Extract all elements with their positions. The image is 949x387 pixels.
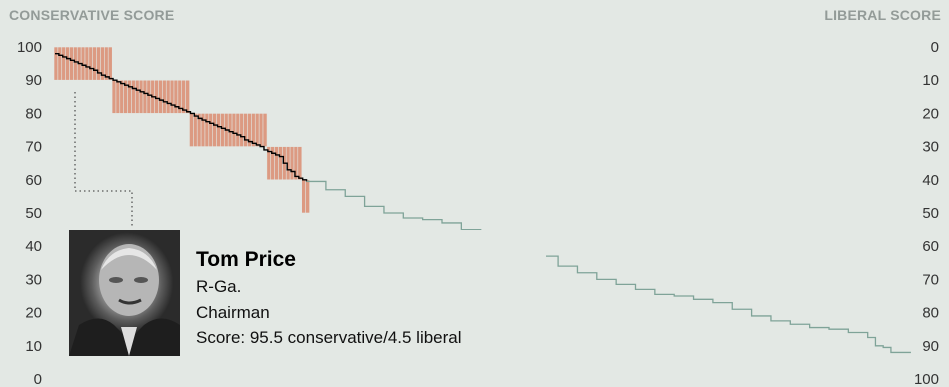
left-tick-label: 20 [25, 305, 42, 322]
right-tick-label: 0 [931, 39, 939, 56]
highlight-bar [193, 113, 198, 147]
member-name: Tom Price [196, 248, 296, 271]
right-axis: 0 10 20 30 40 50 60 70 80 90 100 [914, 39, 939, 387]
highlight-bar [216, 113, 221, 147]
left-tick-label: 30 [25, 271, 42, 288]
highlight-bar [258, 113, 264, 147]
highlight-bar [305, 179, 310, 214]
democrat-score-line [306, 180, 911, 354]
right-tick-label: 10 [922, 72, 939, 89]
highlight-bar [73, 46, 78, 81]
member-score: Score: 95.5 conservative/4.5 liberal [196, 328, 462, 347]
highlight-bar [212, 113, 218, 147]
highlight-bar [235, 113, 241, 147]
highlight-bar [92, 46, 98, 81]
portrait-photo-icon [69, 230, 180, 356]
highlight-bar [262, 113, 268, 147]
highlight-bar [138, 79, 144, 114]
right-tick-label: 80 [922, 305, 939, 322]
left-tick-label: 10 [25, 338, 42, 355]
highlight-bar [208, 113, 214, 147]
highlight-bar [289, 146, 295, 181]
highlight-bar [274, 146, 279, 181]
highlight-bar [88, 46, 94, 81]
highlight-bar [297, 146, 303, 181]
highlight-bar [69, 46, 74, 81]
member-party: R-Ga. [196, 277, 242, 296]
member-role: Chairman [196, 303, 270, 322]
right-tick-label: 40 [922, 172, 939, 189]
callout-connector [74, 92, 133, 226]
left-tick-label: 0 [34, 371, 42, 387]
highlight-bar [254, 113, 260, 147]
right-tick-label: 70 [922, 271, 939, 288]
highlight-bar [158, 79, 163, 114]
left-tick-label: 80 [25, 105, 42, 122]
right-tick-label: 100 [914, 371, 939, 387]
highlight-bar [53, 46, 59, 81]
left-tick-label: 40 [25, 238, 42, 255]
highlight-bar [204, 113, 210, 147]
liberal-axis-title: LIBERAL SCORE [824, 7, 941, 23]
right-tick-label: 90 [922, 338, 939, 355]
highlight-bar [84, 46, 90, 81]
highlight-bar [165, 79, 171, 114]
highlight-bar [115, 79, 121, 114]
right-tick-label: 20 [922, 105, 939, 122]
highlight-bar [278, 146, 283, 181]
right-tick-label: 30 [922, 139, 939, 156]
conservative-axis-title: CONSERVATIVE SCORE [9, 7, 175, 23]
right-tick-label: 50 [922, 205, 939, 222]
highlight-bar [134, 79, 140, 114]
left-tick-label: 60 [25, 172, 42, 189]
highlight-bar [220, 113, 225, 147]
left-tick-label: 70 [25, 139, 42, 156]
highlight-bars [53, 46, 310, 214]
highlight-bar [146, 79, 152, 114]
left-tick-label: 50 [25, 205, 42, 222]
highlight-bar [142, 79, 148, 114]
highlight-bar [301, 179, 307, 214]
highlight-bar [189, 113, 194, 147]
highlight-bar [57, 46, 63, 81]
republican-score-line [55, 52, 308, 182]
left-tick-label: 90 [25, 72, 42, 89]
highlight-bar [65, 46, 70, 81]
highlight-bar [169, 79, 175, 114]
highlight-bar [162, 79, 167, 114]
highlight-bar [243, 113, 249, 147]
highlight-bar [111, 79, 117, 114]
highlight-bar [96, 46, 101, 81]
highlight-bar [61, 46, 67, 81]
highlight-bar [107, 46, 113, 81]
highlight-bar [185, 79, 190, 114]
highlight-bar [231, 113, 237, 147]
left-tick-label: 100 [17, 39, 42, 56]
highlight-bar [131, 79, 136, 114]
highlight-bar [173, 79, 179, 114]
right-tick-label: 60 [922, 238, 939, 255]
highlight-bar [239, 113, 245, 147]
member-callout: Tom Price R-Ga. Chairman Score: 95.5 con… [69, 230, 546, 356]
highlight-bar [119, 79, 125, 114]
score-lines [55, 52, 911, 354]
